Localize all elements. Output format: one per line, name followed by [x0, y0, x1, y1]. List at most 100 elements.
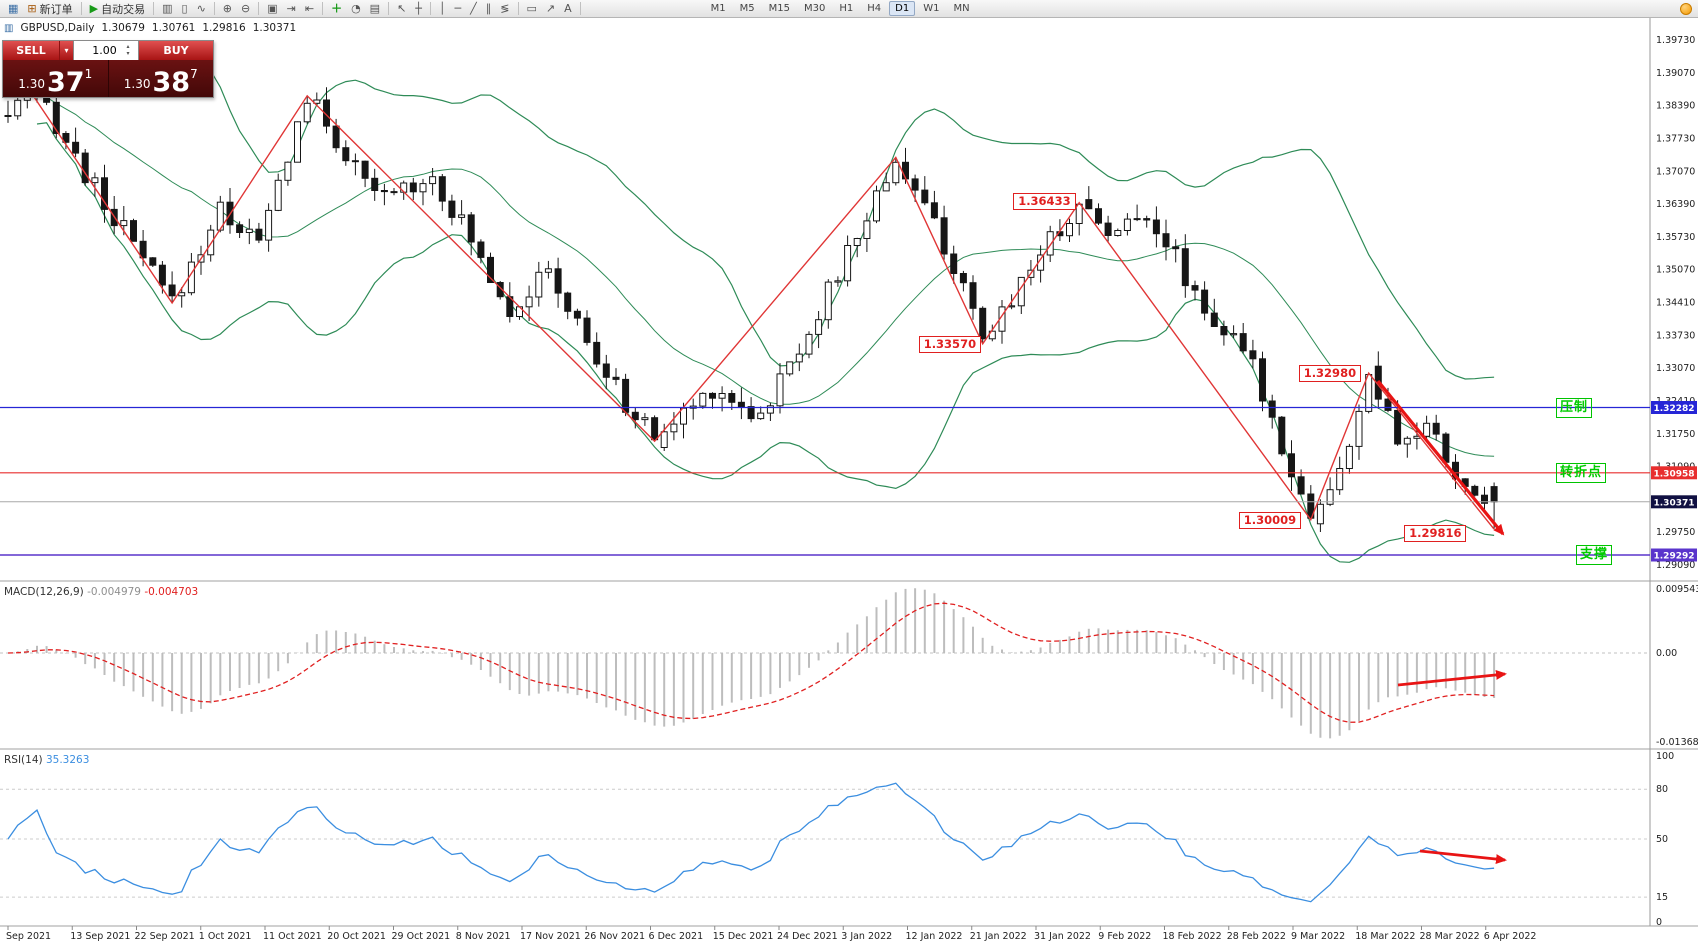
svg-text:1 Oct 2021: 1 Oct 2021: [199, 931, 252, 942]
chart-canvas-host[interactable]: 1.39730 1.39070 1.38390 1.37730 1.37070 1.363…: [0, 18, 1698, 945]
zoom-in-button[interactable]: ⊕: [219, 1, 236, 17]
bar-chart-button[interactable]: ▥: [158, 1, 176, 17]
candlestick-chart-icon: ▯: [181, 2, 188, 15]
shapes-button[interactable]: ▭: [523, 1, 541, 17]
timeframe-h1-button[interactable]: H1: [839, 3, 854, 14]
buy-button[interactable]: BUY: [139, 41, 213, 60]
resistance-zone-label[interactable]: 压制: [1556, 397, 1593, 418]
svg-text:13 Sep 2021: 13 Sep 2021: [70, 931, 130, 942]
toolbar-separator: [517, 2, 519, 15]
pivot-zone-label[interactable]: 转折点: [1556, 462, 1607, 483]
svg-text:18 Feb 2022: 18 Feb 2022: [1163, 931, 1222, 942]
volume-up-button[interactable]: ▴: [126, 42, 130, 50]
price-callout[interactable]: 1.36433: [1013, 192, 1076, 210]
chart-shift-button[interactable]: ⇤: [301, 1, 318, 17]
svg-text:0.00: 0.00: [1656, 648, 1677, 659]
price-callout[interactable]: 1.32980: [1298, 365, 1362, 383]
zoom-in-icon: ⊕: [222, 2, 232, 15]
rsi-panel: 100 80 50 15 0 RSI(14) 35.3263: [0, 748, 1698, 928]
timeframe-mn-button[interactable]: MN: [953, 3, 970, 14]
periods-icon: ◔: [351, 2, 361, 15]
templates-icon: ▤: [369, 2, 381, 15]
vertical-line-button[interactable]: │: [435, 1, 450, 17]
macd-panel: 0.009543 0.00 -0.013684 MACD(12,26,9) -0.00…: [0, 580, 1698, 748]
volume-down-button[interactable]: ▾: [126, 49, 130, 57]
sell-options-caret-icon[interactable]: ▾: [59, 41, 73, 60]
arrows-button[interactable]: ↗: [542, 1, 559, 17]
chart-canvas[interactable]: 1.39730 1.39070 1.38390 1.37730 1.37070 1.363…: [0, 18, 1698, 945]
price-callout[interactable]: 1.33570: [918, 335, 982, 353]
line-chart-button[interactable]: ∿: [193, 1, 210, 17]
svg-text:80: 80: [1656, 784, 1668, 795]
svg-text:1.29292: 1.29292: [1654, 552, 1695, 562]
timeframe-w1-button[interactable]: W1: [923, 3, 940, 14]
toolbar-separator: [579, 2, 581, 15]
zoom-out-icon: ⊖: [241, 2, 251, 15]
crosshair-button[interactable]: ┼: [411, 1, 426, 17]
timeframe-h4-button[interactable]: H4: [867, 3, 882, 14]
svg-text:RSI(14) 35.3263: RSI(14) 35.3263: [4, 754, 89, 766]
new-order-button[interactable]: ⊞ 新订单: [23, 1, 76, 17]
cursor-button[interactable]: ↖: [393, 1, 410, 17]
chart-area: 1.39730 1.39070 1.38390 1.37730 1.37070 1.363…: [0, 18, 1698, 945]
autotrading-button[interactable]: ▶ 自动交易: [86, 1, 149, 17]
timeframe-d1-button[interactable]: D1: [889, 1, 916, 16]
timeframe-m5-button[interactable]: M5: [739, 3, 755, 14]
trend-arrows[interactable]: [1376, 379, 1507, 865]
svg-text:9 Feb 2022: 9 Feb 2022: [1098, 931, 1151, 942]
channel-button[interactable]: ∥: [482, 1, 496, 17]
zigzag-line[interactable]: [26, 86, 1495, 530]
timeframe-m15-button[interactable]: M15: [768, 3, 791, 14]
candlestick-chart-button[interactable]: ▯: [178, 1, 192, 17]
svg-text:1.32282: 1.32282: [1654, 404, 1695, 414]
timeframe-m30-button[interactable]: M30: [804, 3, 826, 14]
new-order-icon: ⊞: [27, 2, 37, 15]
svg-text:-0.013684: -0.013684: [1656, 737, 1698, 748]
timeframe-m1-button[interactable]: M1: [710, 3, 726, 14]
support-zone-label[interactable]: 支撑: [1576, 545, 1613, 565]
chart-symbol-period: GBPUSD,Daily: [20, 22, 95, 34]
sell-price-display[interactable]: 1.30 37 1: [3, 60, 108, 97]
buy-price-display[interactable]: 1.30 38 7: [107, 60, 214, 97]
svg-text:6 Dec 2021: 6 Dec 2021: [649, 931, 704, 942]
ohlc-low: 1.29816: [202, 22, 246, 34]
svg-text:18 Mar 2022: 18 Mar 2022: [1355, 931, 1415, 942]
tile-windows-button[interactable]: ▣: [263, 1, 281, 17]
zoom-out-button[interactable]: ⊖: [237, 1, 254, 17]
horizontal-line-button[interactable]: ─: [451, 1, 466, 17]
time-axis[interactable]: Sep 2021 13 Sep 2021 22 Sep 2021 1 Oct 2021…: [0, 925, 1698, 942]
buy-price-sup: 7: [190, 67, 198, 81]
status-orb-icon[interactable]: [1680, 2, 1692, 15]
auto-scroll-button[interactable]: ⇥: [283, 1, 300, 17]
svg-text:15 Dec 2021: 15 Dec 2021: [713, 931, 774, 942]
svg-text:1.39070: 1.39070: [1656, 68, 1695, 79]
svg-text:50: 50: [1656, 834, 1668, 845]
templates-button[interactable]: ▤: [366, 1, 384, 17]
svg-text:3 Jan 2022: 3 Jan 2022: [841, 931, 892, 942]
horizontal-levels[interactable]: 1.32282 1.30958 1.30371 1.29292: [0, 401, 1697, 562]
svg-text:29 Oct 2021: 29 Oct 2021: [392, 931, 451, 942]
toolbar-separator: [388, 2, 390, 15]
price-callout[interactable]: 1.30009: [1238, 511, 1302, 529]
crosshair-icon: ┼: [415, 2, 422, 15]
indicators-button[interactable]: ＋: [327, 1, 346, 17]
text-tool-button[interactable]: A: [560, 1, 576, 17]
svg-text:20 Oct 2021: 20 Oct 2021: [327, 931, 386, 942]
sell-price-sup: 1: [84, 67, 93, 81]
arrows-icon: ↗: [545, 2, 556, 15]
svg-text:1.29750: 1.29750: [1656, 527, 1695, 538]
sell-button[interactable]: SELL: [3, 41, 59, 60]
fibonacci-button[interactable]: ≶: [496, 1, 513, 17]
svg-text:MACD(12,26,9) -0.004979 -0.004: MACD(12,26,9) -0.004979 -0.004703: [4, 586, 198, 598]
chart-window-icon[interactable]: ▦: [4, 1, 22, 17]
volume-input[interactable]: [82, 44, 127, 57]
volume-field: ▴ ▾: [73, 41, 139, 60]
svg-text:28 Mar 2022: 28 Mar 2022: [1420, 931, 1480, 942]
svg-text:9 Mar 2022: 9 Mar 2022: [1291, 931, 1345, 942]
price-callout[interactable]: 1.29816: [1404, 525, 1467, 543]
periods-button[interactable]: ◔: [347, 1, 365, 17]
chart-window-icon: ▦: [8, 2, 19, 15]
trendline-button[interactable]: ╱: [466, 1, 481, 17]
sell-price-prefix: 1.30: [18, 77, 45, 91]
fibonacci-icon: ≶: [500, 2, 510, 15]
